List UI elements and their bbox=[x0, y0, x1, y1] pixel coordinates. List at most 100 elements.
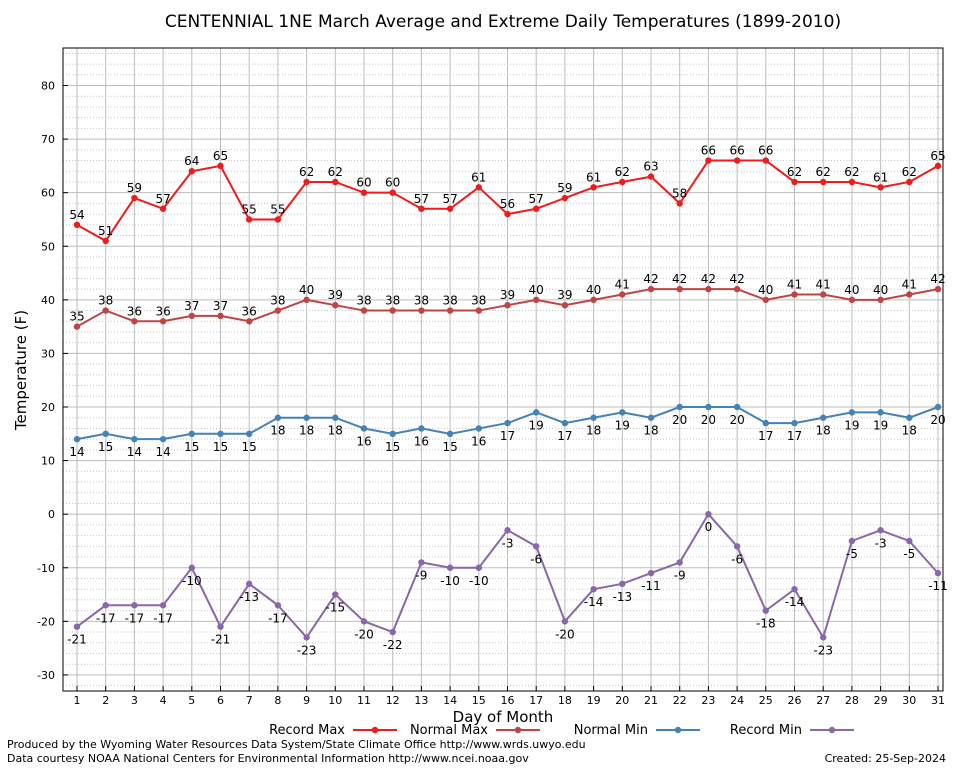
record-min-point bbox=[274, 602, 282, 609]
normal-max-point bbox=[561, 302, 569, 309]
record-max-data-label: 61 bbox=[471, 170, 486, 184]
footer-created-date: Created: 25-Sep-2024 bbox=[824, 752, 946, 765]
normal-max-point bbox=[934, 285, 942, 293]
normal-min-data-label: 18 bbox=[902, 424, 917, 438]
normal-min-data-label: 17 bbox=[758, 429, 773, 443]
record-min-data-label: -23 bbox=[813, 643, 833, 657]
record-max-data-label: 60 bbox=[385, 176, 400, 190]
record-min-data-label: -3 bbox=[502, 536, 514, 550]
normal-max-data-label: 41 bbox=[787, 277, 802, 291]
normal-max-data-label: 42 bbox=[672, 272, 687, 286]
y-tick-label: -30 bbox=[37, 669, 55, 682]
x-tick-label: 2 bbox=[102, 694, 109, 707]
record-min-data-label: -17 bbox=[96, 611, 116, 625]
normal-min-point bbox=[246, 430, 253, 437]
normal-min-point bbox=[533, 409, 540, 416]
record-max-point bbox=[906, 178, 913, 186]
record-min-point bbox=[303, 634, 310, 641]
y-tick-label: 50 bbox=[41, 240, 55, 253]
x-tick-label: 23 bbox=[701, 694, 715, 707]
normal-max-series: 35 38 36 36 37 37 36 38 40 39 38 38 38 38 38 39 40 39 40 41… bbox=[69, 272, 946, 330]
record-min-data-label: -9 bbox=[415, 568, 427, 582]
normal-min-point bbox=[131, 435, 138, 443]
record-min-point bbox=[504, 527, 511, 534]
normal-max-data-label: 42 bbox=[643, 272, 658, 286]
record-max-point bbox=[360, 189, 368, 196]
record-min-point bbox=[360, 618, 368, 625]
normal-max-point bbox=[303, 296, 310, 304]
record-min-data-label: -21 bbox=[211, 633, 231, 647]
record-max-data-label: 60 bbox=[356, 176, 371, 190]
record-min-data-label: -10 bbox=[182, 574, 202, 588]
record-max-data-label: 54 bbox=[69, 208, 84, 222]
record-min-point bbox=[246, 580, 253, 588]
normal-min-data-label: 20 bbox=[930, 413, 945, 427]
record-max-point bbox=[619, 178, 626, 186]
normal-min-data-label: 19 bbox=[529, 418, 544, 432]
record-max-point bbox=[131, 194, 138, 202]
record-max-data-label: 58 bbox=[672, 186, 687, 200]
record-min-point bbox=[561, 618, 569, 625]
normal-max-point bbox=[274, 307, 282, 314]
record-min-data-label: -20 bbox=[354, 627, 374, 641]
record-max-point bbox=[791, 178, 798, 186]
normal-max-data-label: 42 bbox=[701, 272, 716, 286]
x-tick-label: 25 bbox=[759, 694, 773, 707]
normal-min-point bbox=[360, 425, 368, 432]
normal-max-data-label: 36 bbox=[242, 304, 257, 318]
normal-min-data-label: 14 bbox=[155, 445, 170, 459]
record-min-data-label: -6 bbox=[530, 552, 542, 566]
normal-min-point bbox=[561, 419, 569, 427]
record-min-point bbox=[877, 527, 884, 534]
normal-max-point bbox=[533, 296, 540, 304]
record-min-point bbox=[647, 569, 655, 577]
normal-max-point bbox=[446, 307, 454, 314]
record-min-point bbox=[332, 591, 339, 598]
record-min-data-label: -17 bbox=[125, 611, 145, 625]
x-axis-label: Day of Month bbox=[453, 708, 554, 726]
x-tick-label: 5 bbox=[188, 694, 195, 707]
normal-min-data-label: 15 bbox=[385, 440, 400, 454]
y-tick-label: 70 bbox=[41, 133, 55, 146]
record-max-point bbox=[188, 168, 195, 175]
x-tick-label: 18 bbox=[558, 694, 572, 707]
x-tick-label: 17 bbox=[529, 694, 543, 707]
record-max-data-label: 55 bbox=[242, 202, 257, 216]
y-tick-label: 60 bbox=[41, 187, 55, 200]
record-max-point bbox=[733, 157, 741, 164]
x-tick-label: 7 bbox=[246, 694, 253, 707]
normal-max-point bbox=[762, 296, 769, 304]
record-min-data-label: -14 bbox=[584, 595, 604, 609]
normal-min-data-label: 15 bbox=[98, 440, 113, 454]
normal-max-point bbox=[418, 307, 425, 314]
y-axis: -30 -20 -10 0 10 20 30 40 50 60 70 80 bbox=[37, 80, 68, 682]
record-min-point bbox=[217, 623, 224, 630]
normal-max-data-label: 39 bbox=[328, 288, 343, 302]
record-min-data-label: -5 bbox=[846, 547, 858, 561]
x-tick-label: 16 bbox=[501, 694, 515, 707]
normal-max-data-label: 37 bbox=[184, 299, 199, 313]
normal-min-data-label: 15 bbox=[213, 440, 228, 454]
normal-max-point bbox=[848, 296, 856, 304]
normal-max-data-label: 38 bbox=[471, 294, 486, 308]
normal-min-data-label: 16 bbox=[471, 434, 486, 448]
record-min-point bbox=[131, 602, 138, 609]
record-min-point bbox=[188, 564, 195, 571]
x-tick-label: 21 bbox=[644, 694, 658, 707]
normal-min-series: 14 15 14 14 15 15 15 18 18 18 16 15 16 15 16 17 19 17 18 19… bbox=[69, 403, 946, 459]
y-tick-label: 20 bbox=[41, 401, 55, 414]
normal-max-data-label: 42 bbox=[729, 272, 744, 286]
normal-min-data-label: 18 bbox=[816, 424, 831, 438]
normal-max-point bbox=[360, 307, 368, 314]
plot-border bbox=[62, 47, 944, 692]
normal-max-point bbox=[102, 307, 109, 314]
normal-max-data-label: 39 bbox=[500, 288, 515, 302]
record-min-data-label: -21 bbox=[67, 633, 87, 647]
record-max-point bbox=[504, 210, 511, 218]
record-max-legend-label: Record Max bbox=[269, 723, 345, 738]
record-min-series: -21 -17 -17 -17 -10 -21 -13 -17 -23 -15 -20 -22 -9 -1… bbox=[67, 510, 948, 657]
y-tick-label: -20 bbox=[37, 615, 55, 628]
normal-min-data-label: 16 bbox=[414, 434, 429, 448]
normal-min-data-label: 19 bbox=[873, 418, 888, 432]
